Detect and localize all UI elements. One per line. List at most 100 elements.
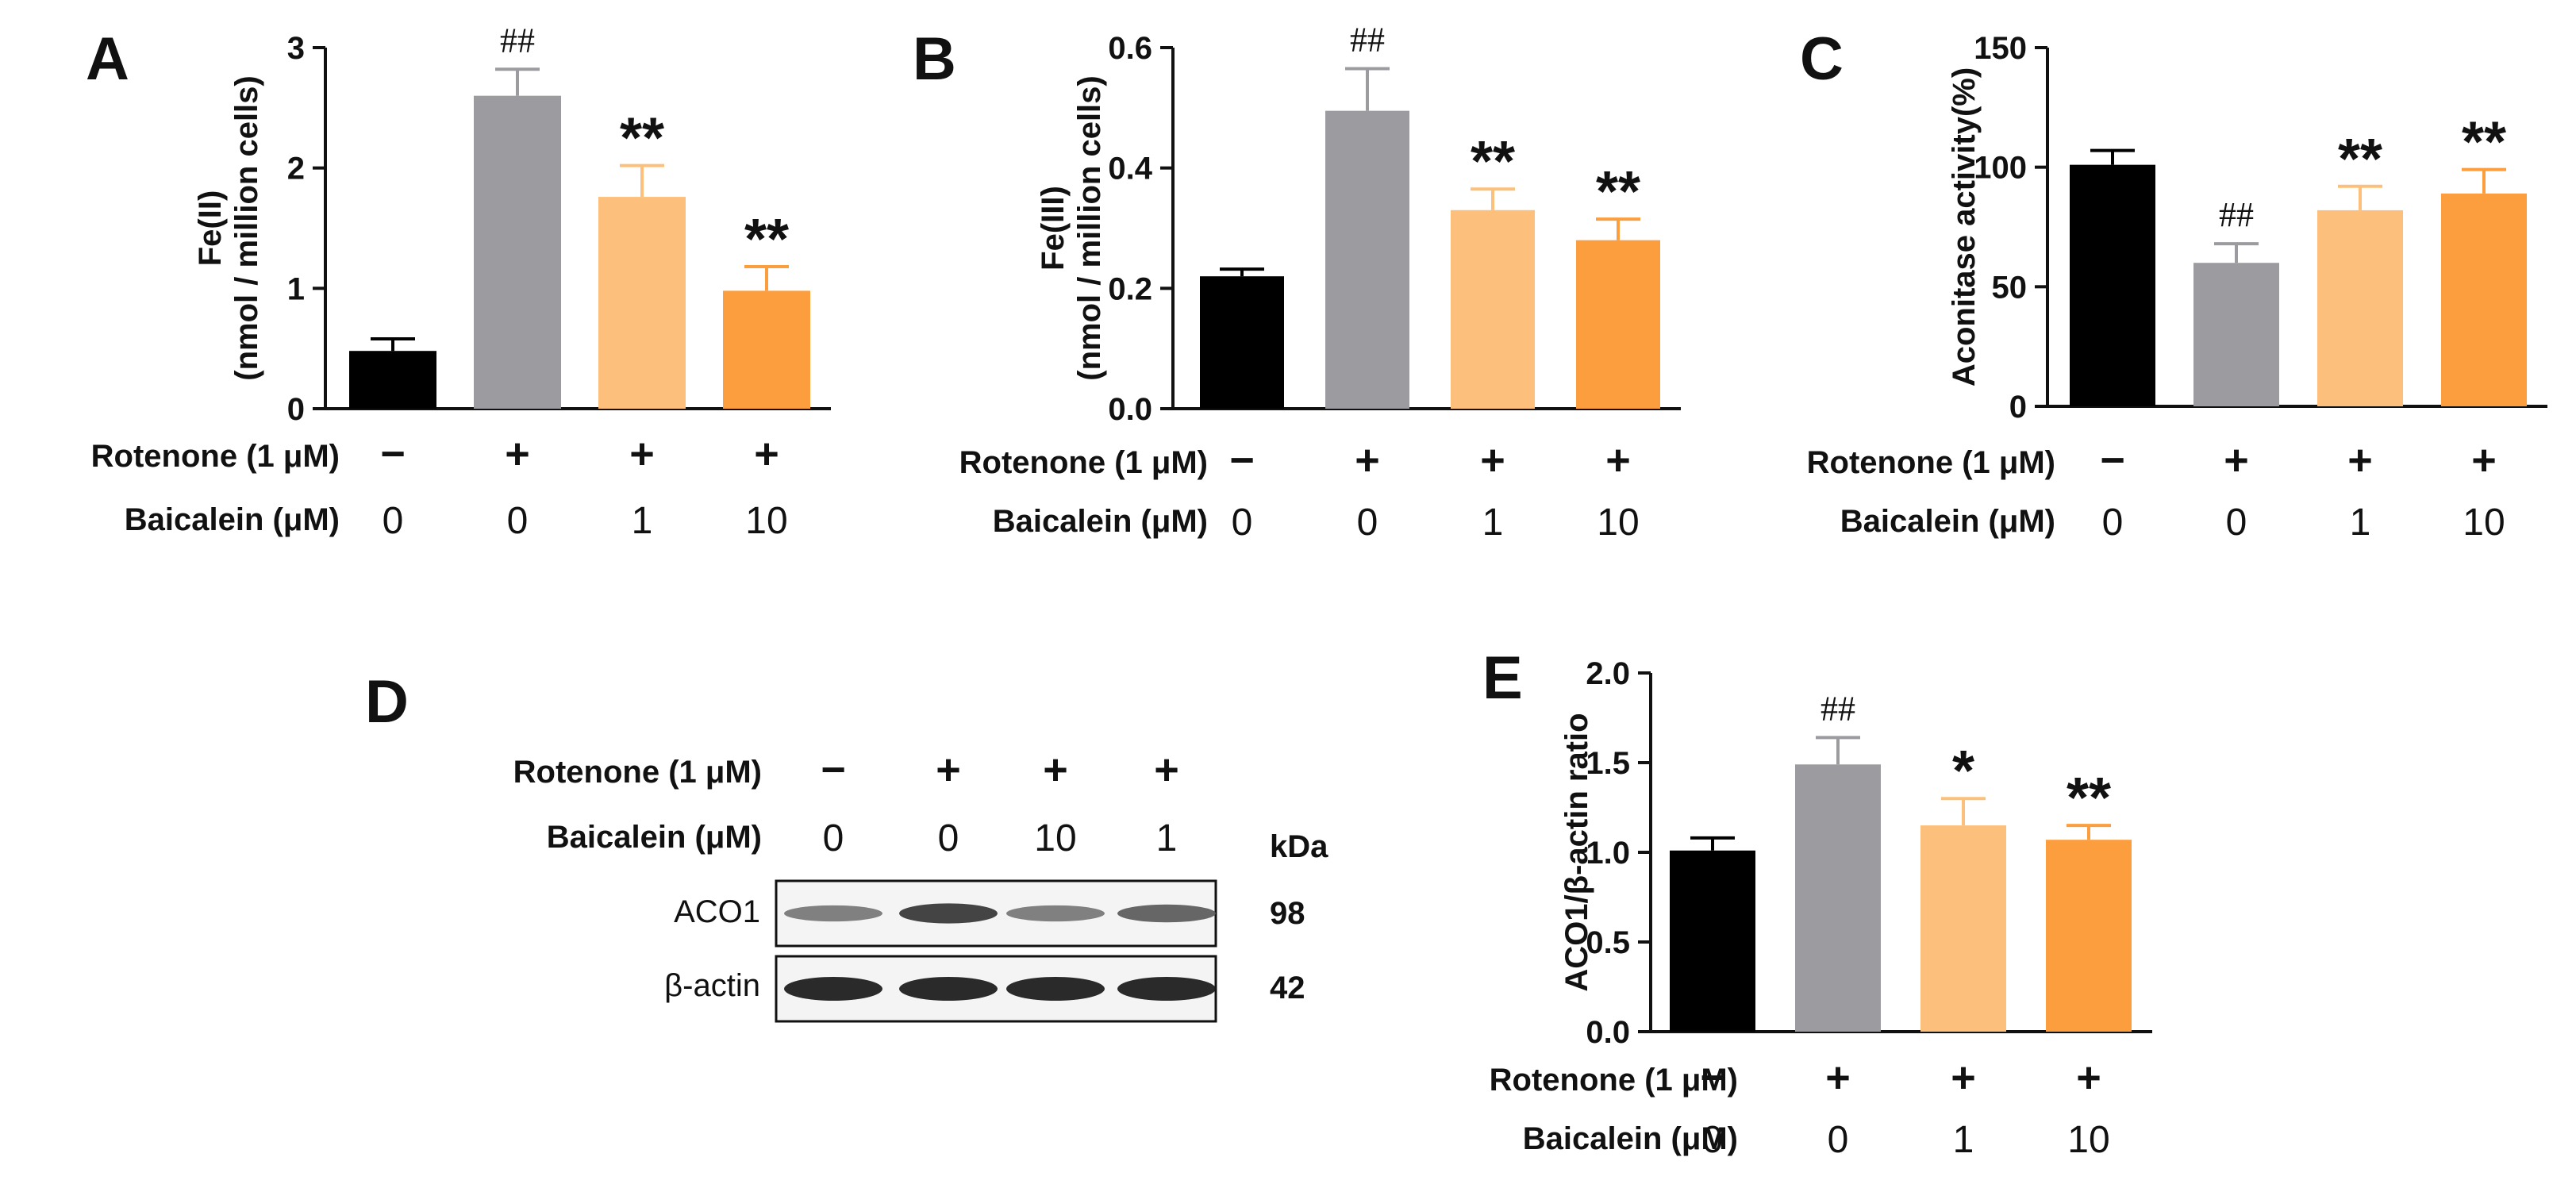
significance-marker: ##	[2219, 195, 2254, 234]
panel-letter-d: D	[365, 668, 409, 736]
rotenone-sign: +	[2471, 436, 2497, 484]
y-tick-label: 50	[1992, 270, 2028, 305]
blot-rotenone-sign: +	[1154, 746, 1179, 794]
y-tick-label: 0	[2009, 390, 2027, 425]
bar	[2441, 193, 2527, 406]
blot-band	[899, 977, 998, 1001]
y-tick-label: 0.2	[1108, 271, 1152, 306]
y-tick-label: 100	[1974, 151, 2027, 186]
significance-marker: ##	[500, 21, 535, 60]
significance-marker: ##	[1350, 21, 1385, 60]
y-axis-label: (nmol / million cells)	[1072, 75, 1107, 381]
rotenone-sign: +	[1480, 436, 1505, 484]
rotenone-sign: +	[2076, 1054, 2101, 1101]
y-tick-label: 0.0	[1586, 1015, 1630, 1050]
rotenone-sign: −	[1229, 436, 1255, 484]
rotenone-sign: +	[629, 430, 655, 478]
y-tick-label: 150	[1974, 31, 2027, 66]
chart-e: 0.0 0.5 1.0 1.5 2.0 ACO1/β-actin ratio − 0 ## +0 *…	[1490, 656, 2152, 1161]
baicalein-value: 10	[745, 500, 787, 542]
rotenone-sign: +	[2347, 436, 2373, 484]
y-tick-label: 2.0	[1586, 656, 1630, 691]
baicalein-value: 1	[2350, 502, 2371, 544]
y-tick-label: 0.5	[1586, 925, 1630, 960]
bar	[1920, 825, 2006, 1032]
rotenone-sign: +	[1605, 436, 1631, 484]
baicalein-value: 10	[2067, 1119, 2109, 1161]
y-tick-label: 1.5	[1586, 746, 1630, 781]
blot-rotenone-sign: −	[821, 746, 846, 794]
rotenone-label: Rotenone (1 μM)	[91, 439, 340, 474]
blot-baicalein-value: 1	[1156, 817, 1178, 859]
rotenone-sign: +	[2224, 436, 2249, 484]
rotenone-sign: −	[1700, 1054, 1725, 1101]
blot-rotenone-sign: +	[1043, 746, 1068, 794]
bar	[2070, 164, 2155, 407]
blot-band	[1006, 905, 1105, 922]
bar	[598, 197, 686, 409]
y-axis-label: (nmol / million cells)	[229, 75, 264, 381]
rotenone-label: Rotenone (1 μM)	[1490, 1063, 1738, 1098]
blot-baicalein-value: 0	[823, 817, 844, 859]
bar	[2193, 263, 2279, 406]
bar	[2317, 210, 2403, 406]
y-tick-label: 0	[287, 392, 305, 427]
bar	[723, 290, 810, 409]
band-row-beta-actin	[784, 977, 1216, 1001]
blot-band	[1117, 977, 1216, 1001]
band-row-aco1	[784, 903, 1216, 924]
western-blot-panel: Rotenone (1 μM) Baicalein (μM) − + + + 0…	[513, 746, 1328, 1023]
blot-baicalein-value: 10	[1034, 817, 1076, 859]
baicalein-value: 1	[1953, 1119, 1974, 1161]
chart-b: 0.0 0.2 0.4 0.6 Fe(III) (nmol / million cells…	[959, 21, 1681, 544]
baicalein-value: 0	[2102, 502, 2124, 544]
baicalein-value: 10	[2463, 502, 2505, 544]
baicalein-value: 0	[1828, 1119, 1849, 1161]
bar	[1795, 764, 1881, 1032]
bar	[1451, 210, 1535, 409]
panel-letter-e: E	[1482, 644, 1523, 712]
bar	[474, 95, 561, 409]
rotenone-sign: +	[1951, 1054, 1976, 1101]
y-tick-label: 0.6	[1108, 31, 1152, 66]
rotenone-sign: −	[380, 430, 406, 478]
y-tick-label: 1.0	[1586, 836, 1630, 871]
y-tick-label: 2	[287, 152, 305, 186]
y-tick-label: 1	[287, 271, 305, 306]
baicalein-value: 0	[1357, 502, 1378, 544]
bar	[349, 351, 436, 409]
baicalein-value: 0	[383, 500, 404, 542]
rotenone-label: Rotenone (1 μM)	[959, 445, 1208, 480]
blot-baicalein-label: Baicalein (μM)	[547, 820, 762, 855]
y-axis-label: Fe(III)	[1036, 186, 1071, 271]
significance-marker: ##	[1821, 689, 1855, 728]
y-axis-label: Fe(II)	[193, 190, 228, 267]
blot-band	[1006, 977, 1105, 1001]
band-kda-aco1: 98	[1270, 896, 1305, 931]
baicalein-value: 0	[507, 500, 529, 542]
panel-letter-a: A	[86, 25, 129, 93]
baicalein-label: Baicalein (μM)	[993, 504, 1208, 539]
blot-rotenone-sign: +	[936, 746, 961, 794]
y-tick-label: 0.0	[1108, 392, 1152, 427]
y-tick-label: 3	[287, 31, 305, 66]
significance-marker: **	[2338, 128, 2382, 191]
blot-band	[1117, 904, 1216, 923]
baicalein-value: 0	[1702, 1119, 1724, 1161]
baicalein-label: Baicalein (μM)	[1840, 504, 2055, 539]
y-tick-label: 0.4	[1108, 152, 1152, 186]
band-kda-beta-actin: 42	[1270, 971, 1305, 1005]
y-axis-label: ACO1/β-actin ratio	[1559, 713, 1594, 991]
band-label-aco1: ACO1	[674, 894, 760, 929]
bar	[1200, 276, 1284, 409]
significance-marker: *	[1952, 740, 1974, 803]
blot-baicalein-value: 0	[938, 817, 959, 859]
band-label-beta-actin: β-actin	[664, 968, 760, 1003]
bar	[2046, 840, 2132, 1032]
significance-marker: **	[620, 107, 664, 171]
rotenone-sign: +	[505, 430, 530, 478]
rotenone-sign: +	[1355, 436, 1380, 484]
